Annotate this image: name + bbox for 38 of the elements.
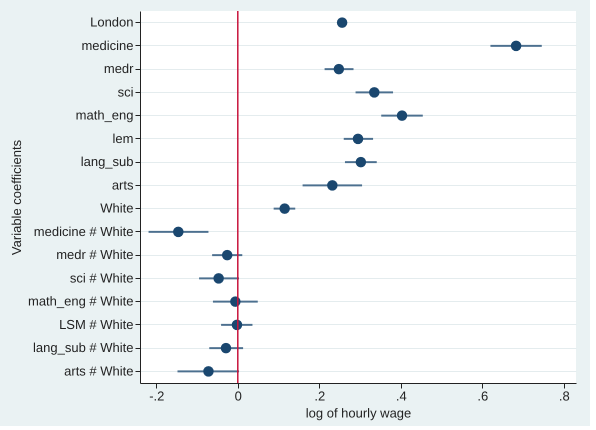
- x-tick-label: 0: [234, 388, 242, 404]
- y-tick-label: medicine # White: [34, 224, 134, 239]
- point: [173, 226, 184, 238]
- point: [213, 273, 224, 284]
- x-tick-label: .4: [396, 388, 407, 404]
- x-axis-title: log of hourly wage: [306, 406, 412, 420]
- x-tick-label: -.2: [149, 388, 164, 404]
- y-tick-label: medr # White: [56, 247, 134, 262]
- x-tick-label: .8: [558, 388, 570, 404]
- y-tick-label: LSM # White: [59, 316, 134, 332]
- y-tick-label: lang_sub # White: [33, 340, 134, 356]
- y-tick-label: London: [90, 14, 134, 30]
- y-tick-label: math_eng: [76, 108, 134, 123]
- y-tick-label: lang_sub: [80, 154, 134, 170]
- y-axis-title: Variable coefficients: [8, 139, 24, 256]
- y-tick-label: sci: [118, 84, 134, 100]
- point: [203, 366, 214, 377]
- y-tick-label: math_eng # White: [28, 294, 134, 309]
- y-tick-label: arts: [112, 177, 134, 192]
- point: [352, 134, 364, 144]
- y-tick-label: medicine: [81, 38, 134, 53]
- y-tick-label: medr: [104, 61, 134, 76]
- point: [279, 203, 290, 214]
- point: [222, 250, 232, 260]
- point: [369, 87, 380, 98]
- point: [356, 156, 366, 168]
- point: [510, 40, 522, 52]
- y-tick-label: arts # White: [64, 363, 134, 378]
- point: [220, 342, 232, 354]
- x-tick-label: .2: [314, 388, 326, 404]
- point: [327, 180, 338, 191]
- x-tick-label: .6: [477, 388, 488, 404]
- point: [336, 17, 348, 28]
- y-tick-label: White: [100, 200, 134, 216]
- y-tick-label: sci # White: [70, 270, 134, 286]
- point: [396, 110, 408, 121]
- y-tick-label: lem: [112, 130, 134, 146]
- point: [334, 64, 344, 74]
